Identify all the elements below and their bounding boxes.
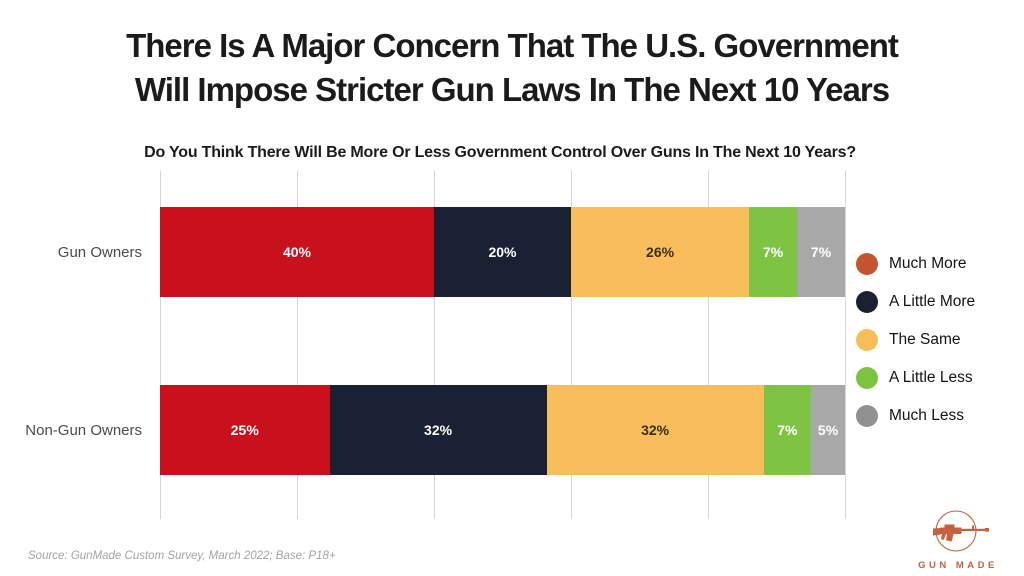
bar-value-label: 5%: [817, 422, 839, 438]
bar-segment-non-gun-owners-a-little-more: 32%: [329, 385, 547, 475]
bar-value-label: 25%: [230, 422, 259, 438]
category-labels-column: Gun Owners Non-Gun Owners: [0, 171, 150, 519]
bar-value-label: 7%: [777, 422, 798, 438]
category-label-gun-owners: Gun Owners: [57, 243, 142, 261]
source-note: Source: GunMade Custom Survey, March 202…: [28, 550, 336, 562]
gridline-40: [434, 171, 435, 519]
bar-value-label: 32%: [424, 422, 453, 438]
legend-label-much-more: Much More: [889, 254, 967, 272]
gridline-100: [845, 171, 846, 519]
plot-area: 40% 20% 26% 7% 7% 25% 32% 32% 7% 5%: [160, 171, 846, 519]
bar-value-label: 26%: [646, 244, 675, 260]
bar-segment-non-gun-owners-much-more: 25%: [160, 385, 330, 475]
gridline-80: [708, 171, 709, 519]
bar-segment-non-gun-owners-much-less: 5%: [811, 385, 845, 475]
legend-dot-much-less: [856, 404, 878, 427]
bar-segment-non-gun-owners-a-little-less: 7%: [763, 385, 812, 475]
legend-dot-the-same: [856, 328, 878, 351]
bar-value-label: 32%: [641, 422, 670, 438]
legend-label-much-less: Much Less: [889, 406, 964, 424]
bar-segment-gun-owners-much-less: 7%: [797, 207, 845, 297]
bar-value-label: 40%: [282, 244, 312, 260]
bar-value-label: 20%: [488, 244, 517, 260]
gunmade-logo-text: GUN MADE: [918, 560, 998, 571]
legend-item-the-same: The Same: [856, 328, 975, 351]
legend-label-the-same: The Same: [889, 330, 961, 348]
bar-segment-gun-owners-a-little-less: 7%: [749, 207, 798, 297]
gridline-0: [160, 171, 161, 519]
gunmade-logo: GUN MADE: [906, 508, 1010, 571]
legend-item-much-more: Much More: [856, 252, 975, 275]
bar-gun-owners: 40% 20% 26% 7% 7%: [160, 207, 845, 297]
gridline-20: [297, 171, 298, 519]
legend-dot-a-little-less: [856, 366, 878, 389]
legend-dot-a-little-more: [856, 290, 878, 313]
bar-value-label: 7%: [762, 244, 784, 260]
chart-question-title: Do You Think There Will Be More Or Less …: [144, 144, 856, 161]
legend-item-much-less: Much Less: [856, 404, 975, 427]
page-title-line2: Will Impose Stricter Gun Laws In The Nex…: [134, 70, 890, 108]
legend-label-a-little-less: A Little Less: [889, 368, 973, 386]
bar-non-gun-owners: 25% 32% 32% 7% 5%: [160, 385, 845, 475]
bar-segment-gun-owners-the-same: 26%: [571, 207, 750, 297]
bar-value-label: 7%: [810, 244, 832, 260]
legend-label-a-little-more: A Little More: [889, 292, 976, 310]
gridline-60: [571, 171, 572, 519]
bar-segment-gun-owners-much-more: 40%: [160, 207, 434, 297]
legend-item-a-little-more: A Little More: [856, 290, 975, 313]
page-title-line1: There Is A Major Concern That The U.S. G…: [126, 27, 899, 64]
rifle-icon: [933, 524, 989, 542]
page-title: There Is A Major Concern That The U.S. G…: [0, 24, 1024, 112]
legend-dot-much-more: [856, 252, 878, 275]
category-label-non-gun-owners: Non-Gun Owners: [25, 421, 142, 439]
bar-segment-gun-owners-a-little-more: 20%: [434, 207, 571, 297]
bar-segment-non-gun-owners-the-same: 32%: [546, 385, 764, 475]
legend-item-a-little-less: A Little Less: [856, 366, 975, 389]
gunmade-logo-mark: [933, 510, 989, 552]
chart-legend: Much More A Little More The Same A Little L…: [856, 252, 975, 442]
